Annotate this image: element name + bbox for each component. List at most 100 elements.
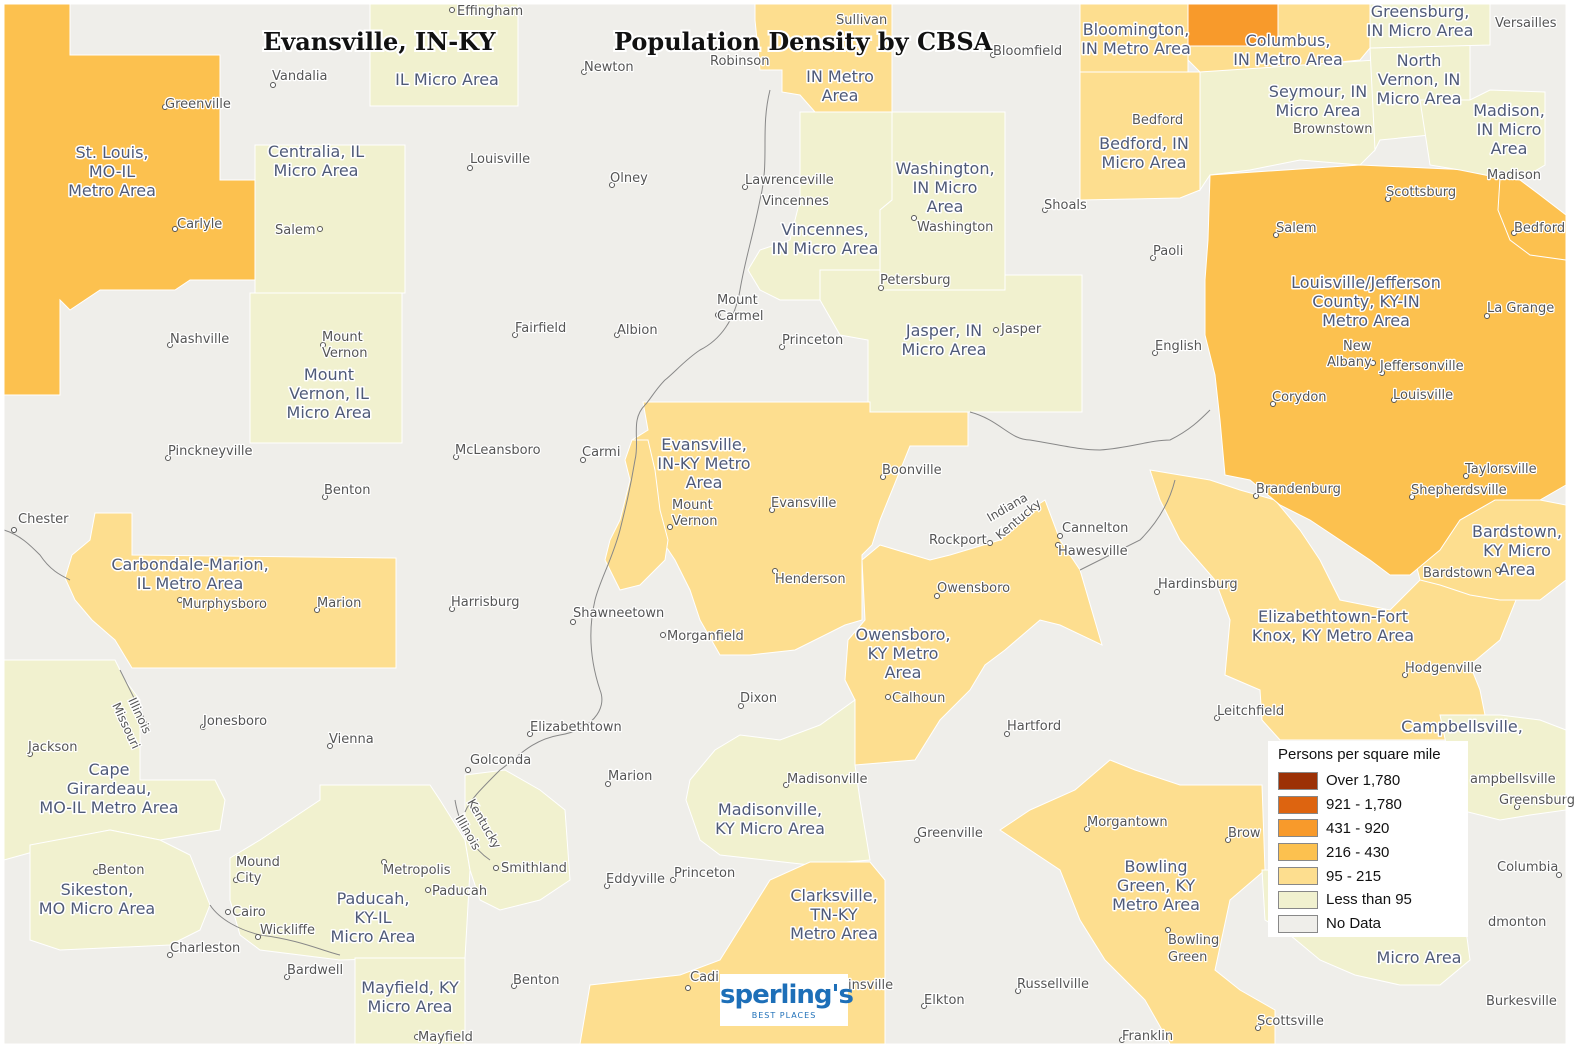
city-sullivan[interactable]: Sullivan <box>835 12 889 30</box>
city-elizabethtown-il[interactable]: Elizabethtown <box>527 719 623 737</box>
city-smithland[interactable]: Smithland <box>493 860 568 877</box>
city-fairfield[interactable]: Fairfield <box>512 320 568 338</box>
region-carbondale[interactable] <box>64 512 397 669</box>
city-madison[interactable]: Madison <box>1486 167 1543 185</box>
city-bedford-in[interactable]: Bedford <box>1131 112 1185 130</box>
region-terrehaute[interactable] <box>754 3 893 113</box>
city-corydon[interactable]: Corydon <box>1270 389 1328 407</box>
city-scottsville[interactable]: Scottsville <box>1255 1013 1325 1031</box>
city-bardstown[interactable]: Bardstown <box>1422 565 1501 582</box>
city-henderson[interactable]: Henderson <box>772 568 847 588</box>
city-vandalia[interactable]: Vandalia <box>270 68 329 88</box>
city-jackson[interactable]: Jackson <box>26 739 79 757</box>
city-salem-il[interactable]: Salem <box>274 222 323 239</box>
city-newton[interactable]: Newton <box>581 59 635 76</box>
city-carmi[interactable]: Carmi <box>580 444 622 463</box>
city-nashville[interactable]: Nashville <box>167 331 230 348</box>
city-greensburg-ky[interactable]: Greensburg <box>1498 792 1576 810</box>
city-brandenburg[interactable]: Brandenburg <box>1253 481 1342 499</box>
city-greenville-il[interactable]: Greenville <box>162 96 232 113</box>
city-mcleansboro[interactable]: McLeansboro <box>453 442 542 460</box>
city-shepherdsville[interactable]: Shepherdsville <box>1409 482 1508 500</box>
city-effingham[interactable]: Effingham <box>449 3 524 20</box>
city-evansville[interactable]: Evansville <box>769 495 838 513</box>
city-greenville-ky[interactable]: Greenville <box>914 825 984 843</box>
city-metropolis[interactable]: Metropolis <box>381 859 452 879</box>
city-hopkinsville[interactable]: insville <box>847 977 895 995</box>
city-bowlinggreen[interactable]: Bowling Green <box>1165 927 1220 966</box>
city-shoals[interactable]: Shoals <box>1042 197 1088 214</box>
city-owensboro[interactable]: Owensboro <box>934 580 1011 599</box>
city-robinson[interactable]: Robinson <box>709 53 771 71</box>
city-hodgenville[interactable]: Hodgenville <box>1402 660 1483 678</box>
city-charleston[interactable]: Charleston <box>167 940 242 958</box>
city-louisville-ky[interactable]: Louisville <box>1391 387 1454 404</box>
region-madisonville[interactable] <box>685 699 871 866</box>
region-bowlinggreen[interactable] <box>999 759 1276 1045</box>
city-vienna[interactable]: Vienna <box>327 731 375 749</box>
city-hartford[interactable]: Hartford <box>1004 718 1062 737</box>
city-pinckneyville[interactable]: Pinckneyville <box>165 443 254 461</box>
city-benton-mo[interactable]: Benton <box>93 862 146 879</box>
region-paducah[interactable] <box>229 784 471 961</box>
city-eddyville[interactable]: Eddyville <box>604 871 666 889</box>
city-marion-ky[interactable]: Marion <box>605 768 654 787</box>
city-shawneetown[interactable]: Shawneetown <box>570 605 666 625</box>
city-jeffersonville[interactable]: Jeffersonville <box>1378 358 1465 376</box>
city-columbia[interactable]: Columbia <box>1496 859 1562 878</box>
city-albion[interactable]: Albion <box>614 322 659 339</box>
city-lawrenceville[interactable]: Lawrenceville <box>742 172 835 190</box>
city-elkton[interactable]: Elkton <box>921 992 966 1009</box>
city-princeton-in[interactable]: Princeton <box>779 332 845 350</box>
city-bloomfield[interactable]: Bloomfield <box>990 43 1063 60</box>
region-owensboro[interactable] <box>844 499 1103 766</box>
sperlings-logo[interactable]: sperling's BEST PLACES <box>720 974 854 1026</box>
city-salem-in[interactable]: Salem <box>1273 220 1318 238</box>
city-english[interactable]: English <box>1152 338 1203 356</box>
city-morgantown[interactable]: Morgantown <box>1084 814 1169 832</box>
city-brownstown[interactable]: Brownstown <box>1292 121 1374 139</box>
city-lagrange[interactable]: La Grange <box>1484 300 1555 319</box>
city-paoli[interactable]: Paoli <box>1150 243 1185 261</box>
city-princeton-ky[interactable]: Princeton <box>670 865 737 883</box>
region-seymour[interactable] <box>1199 59 1376 192</box>
region-smithland[interactable] <box>464 769 571 911</box>
city-dixon[interactable]: Dixon <box>738 690 778 709</box>
region-mtvernonil[interactable] <box>249 292 403 444</box>
city-paducah[interactable]: Paducah <box>425 883 488 900</box>
city-calhoun[interactable]: Calhoun <box>885 690 947 707</box>
city-jasper[interactable]: Jasper <box>993 321 1043 338</box>
city-louisville-il[interactable]: Louisville <box>467 151 531 171</box>
city-benton-ky[interactable]: Benton <box>511 972 561 989</box>
region-evansville-west[interactable] <box>604 439 669 591</box>
city-marion-il[interactable]: Marion <box>314 595 363 613</box>
city-morganfield[interactable]: Morganfield <box>660 628 745 645</box>
city-hardinsburg[interactable]: Hardinsburg <box>1154 576 1239 595</box>
city-cannelton[interactable]: Cannelton <box>1057 520 1130 539</box>
region-elizabethtown[interactable] <box>1149 469 1521 741</box>
city-murphysboro[interactable]: Murphysboro <box>177 596 268 613</box>
region-stlouis[interactable] <box>3 3 256 396</box>
city-mayfield[interactable]: Mayfield <box>414 1029 474 1046</box>
city-russellville[interactable]: Russellville <box>1015 976 1090 994</box>
city-taylorsville[interactable]: Taylorsville <box>1463 461 1538 479</box>
region-centralia[interactable] <box>254 144 406 294</box>
city-boonville[interactable]: Boonville <box>880 462 943 480</box>
city-campbellsville[interactable]: ampbellsville <box>1469 771 1557 789</box>
city-benton-il[interactable]: Benton <box>322 482 372 500</box>
city-golconda[interactable]: Golconda <box>465 752 532 773</box>
city-bedford-ky[interactable]: Bedford <box>1511 220 1566 237</box>
city-cadiz[interactable]: Cadi <box>685 969 720 991</box>
city-wickliffe[interactable]: Wickliffe <box>255 922 316 940</box>
city-versailles[interactable]: Versailles <box>1494 15 1558 33</box>
city-brownsville[interactable]: Brow <box>1225 825 1262 843</box>
city-carlyle[interactable]: Carlyle <box>172 216 224 233</box>
city-burkesville[interactable]: Burkesville <box>1485 993 1558 1011</box>
city-franklin[interactable]: Franklin <box>1119 1028 1174 1045</box>
city-edmonton[interactable]: dmonton <box>1487 914 1548 932</box>
region-madison[interactable] <box>1419 89 1546 181</box>
